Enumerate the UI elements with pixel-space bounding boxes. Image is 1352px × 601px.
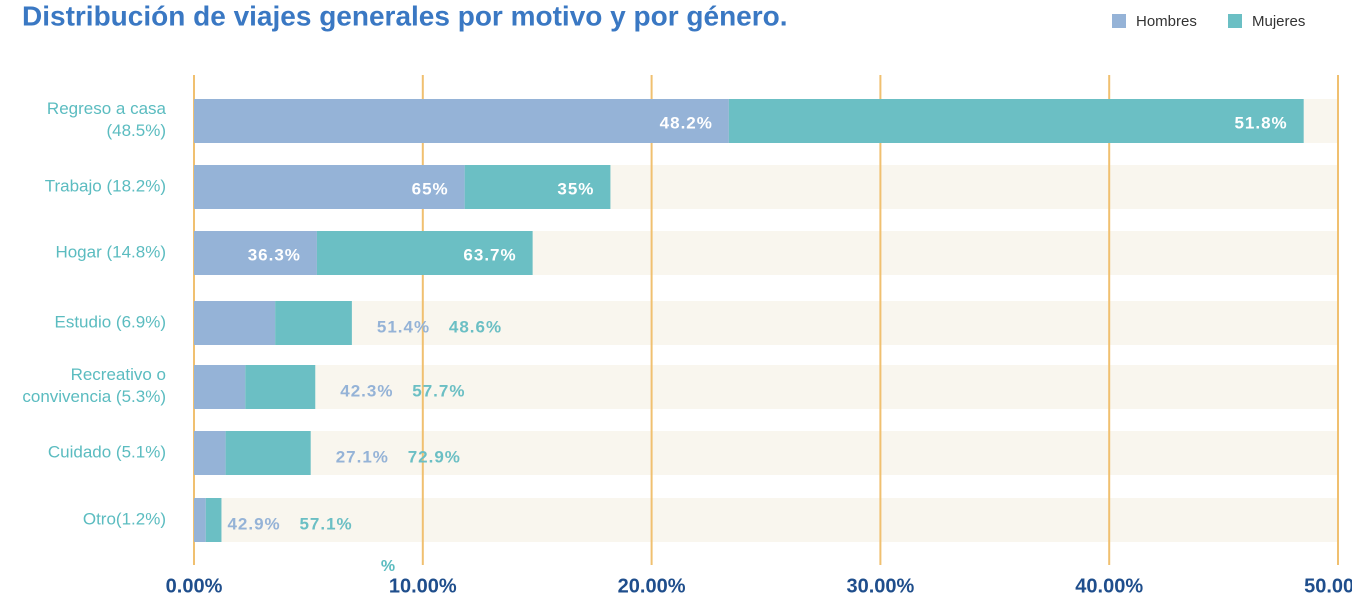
category-label: Recreativo o convivencia (5.3%) [22, 365, 166, 406]
x-tick-label: 50.00% [1304, 575, 1352, 596]
row-band [194, 365, 1338, 409]
bar-segment [728, 99, 1304, 143]
bar-segment [194, 498, 206, 542]
bar-segment [194, 365, 246, 409]
value-label: 63.7% [463, 245, 516, 264]
bar-segment [194, 231, 317, 275]
category-label: Trabajo (18.2%) [45, 176, 166, 195]
x-axis-label: % [381, 558, 395, 575]
bar-segment [194, 301, 276, 345]
category-line: (48.5%) [106, 121, 166, 140]
category-label: Regreso a casa (48.5%) [47, 99, 167, 140]
bar-segment [464, 165, 611, 209]
x-tick-label: 30.00% [846, 575, 914, 596]
legend-label: Mujeres [1252, 13, 1305, 30]
legend-swatch [1112, 14, 1126, 28]
value-label: 51.4% [377, 317, 430, 336]
row-band [194, 301, 1338, 345]
value-label: 36.3% [248, 245, 301, 264]
bar-segment [245, 365, 316, 409]
category-line: Regreso a casa [47, 99, 167, 118]
category-line: Recreativo o [71, 365, 166, 384]
legend-swatch [1228, 14, 1242, 28]
x-tick-label: 10.00% [389, 575, 457, 596]
category-line: convivencia (5.3%) [22, 387, 166, 406]
row-band [194, 431, 1338, 475]
value-label: 57.1% [299, 514, 352, 533]
value-label: 42.3% [340, 381, 393, 400]
category-label: Hogar (14.8%) [55, 242, 166, 261]
category-label: Estudio (6.9%) [55, 312, 167, 331]
x-tick-label: 0.00% [166, 575, 223, 596]
value-label: 57.7% [412, 381, 465, 400]
bar-segment [275, 301, 352, 345]
x-tick-label: 40.00% [1075, 575, 1143, 596]
value-label: 48.6% [449, 317, 502, 336]
value-label: 51.8% [1234, 113, 1287, 132]
value-label: 72.9% [408, 447, 461, 466]
bar-segment [316, 231, 533, 275]
bar-segment [225, 431, 311, 475]
value-label: 42.9% [227, 514, 280, 533]
row-band [194, 498, 1338, 542]
bar-segment [194, 99, 729, 143]
value-label: 48.2% [660, 113, 713, 132]
value-label: 65% [412, 179, 449, 198]
category-label: Otro(1.2%) [83, 509, 166, 528]
bar-segment [205, 498, 222, 542]
bar-segment [194, 431, 226, 475]
category-label: Cuidado (5.1%) [48, 442, 166, 461]
legend-label: Hombres [1136, 13, 1197, 30]
x-tick-label: 20.00% [618, 575, 686, 596]
value-label: 35% [557, 179, 594, 198]
chart-title: Distribución de viajes generales por mot… [22, 0, 788, 31]
bar-segment [194, 165, 465, 209]
value-label: 27.1% [336, 447, 389, 466]
